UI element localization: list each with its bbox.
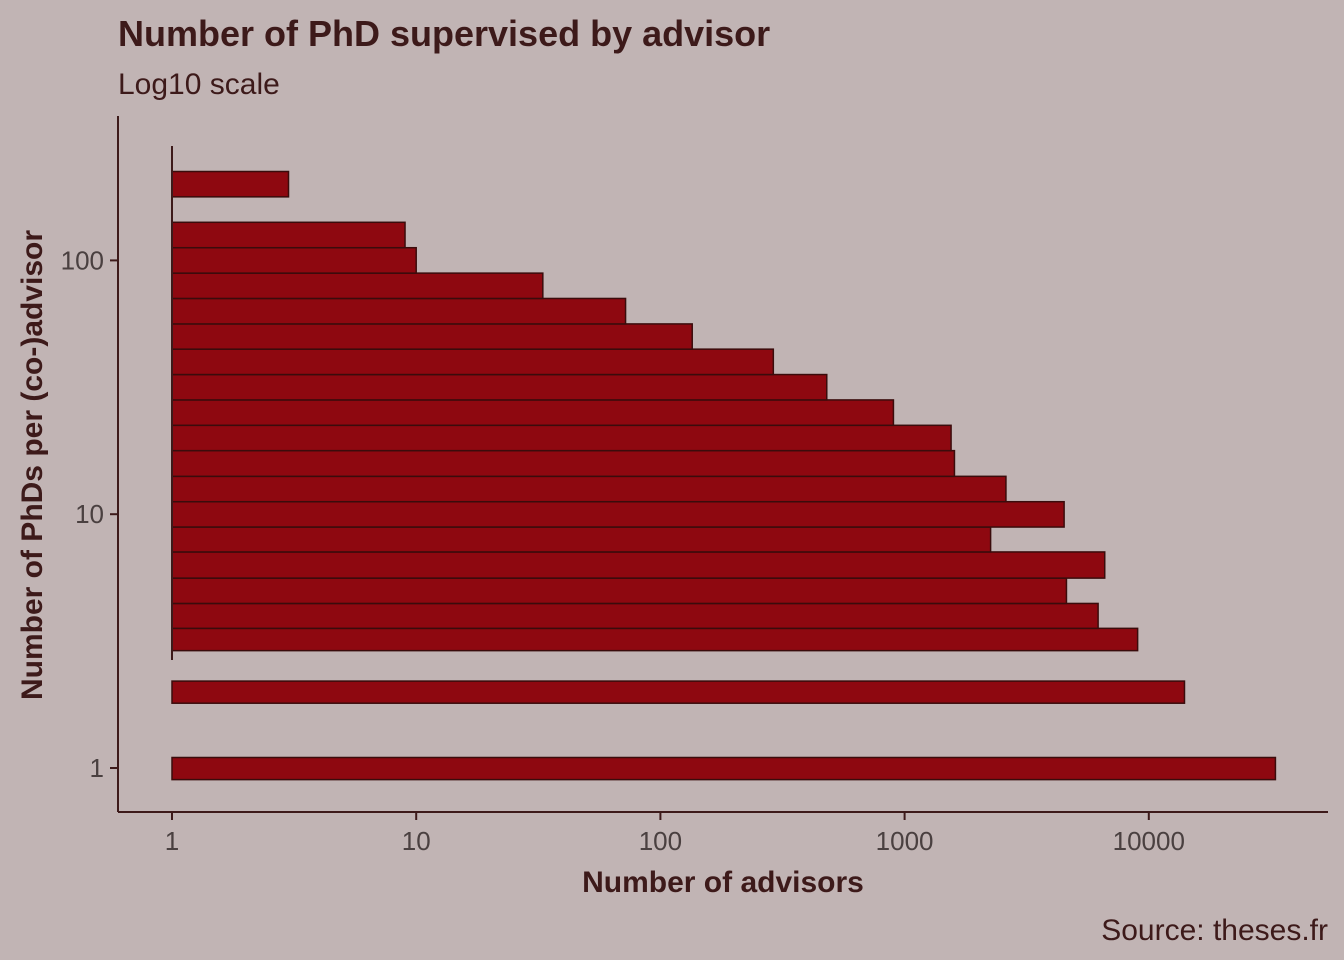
x-tick-label-0: 1 (165, 826, 179, 856)
bar-6 (171, 526, 992, 553)
bar-19 (171, 170, 290, 198)
y-axis-title: Number of PhDs per (co-)advisor (16, 230, 49, 700)
y-tick-label-1: 10 (75, 499, 104, 529)
bar-10 (171, 424, 952, 452)
bar-7 (171, 500, 1065, 528)
bar-12 (171, 373, 828, 401)
bar-11 (171, 399, 895, 427)
y-ticks-group: 1 10 100 (61, 245, 118, 783)
bar-13 (171, 348, 775, 376)
y-tick-label-0: 1 (90, 753, 104, 783)
bar-14 (171, 323, 693, 350)
x-axis-title: Number of advisors (582, 866, 864, 899)
x-tick-label-4: 10000 (1113, 826, 1185, 856)
bars-group (171, 170, 1277, 781)
y-tick-label-2: 100 (61, 245, 104, 275)
chart-caption: Source: theses.fr (1101, 914, 1328, 947)
x-tick-label-2: 100 (639, 826, 682, 856)
bar-9 (171, 449, 956, 478)
x-tick-label-3: 1000 (876, 826, 934, 856)
chart-title: Number of PhD supervised by advisor (118, 13, 770, 54)
bar-2 (171, 627, 1139, 652)
x-ticks-group: 1 10 100 1000 10000 (165, 812, 1185, 856)
bar-15 (171, 297, 627, 325)
bar-18 (171, 221, 406, 249)
bar-8 (171, 475, 1007, 503)
bar-16 (171, 272, 544, 300)
chart-subtitle: Log10 scale (118, 68, 280, 101)
x-tick-label-1: 10 (402, 826, 431, 856)
bar-3 (171, 602, 1099, 630)
bar-17 (171, 246, 417, 274)
bar-5 (171, 551, 1106, 579)
bar-0 (171, 756, 1277, 781)
bar-4 (171, 577, 1068, 605)
bar-1 (171, 680, 1186, 704)
